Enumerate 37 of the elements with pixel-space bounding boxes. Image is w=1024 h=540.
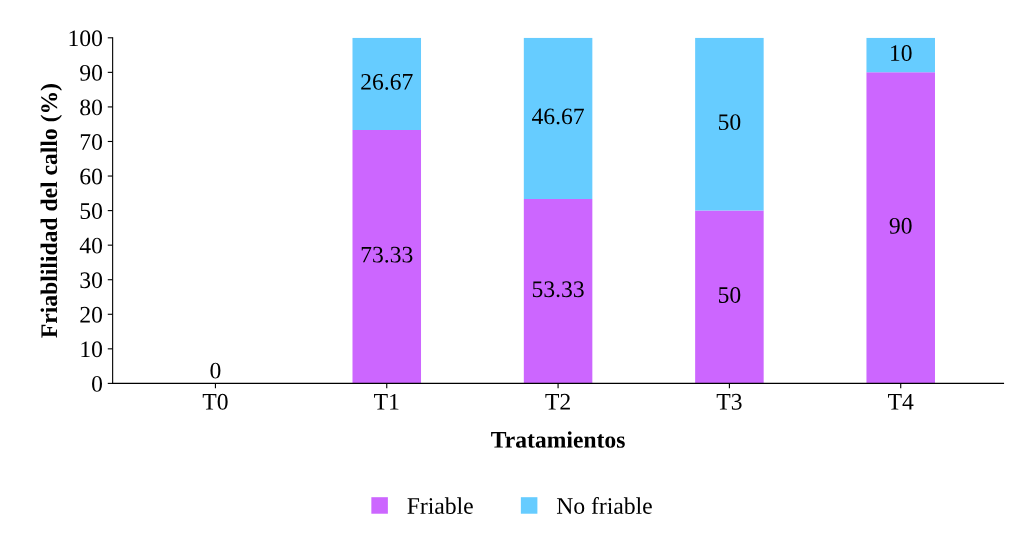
data-label: 50: [718, 114, 741, 131]
data-label: 26.67: [361, 73, 413, 90]
y-tick-label: 40: [79, 237, 103, 254]
bar: [352, 37, 422, 130]
data-label: 10: [891, 45, 912, 61]
y-tick-label: 60: [80, 168, 103, 185]
bar: [523, 37, 593, 200]
x-tick-label: T0: [202, 393, 228, 410]
data-label: 53.33: [532, 281, 584, 298]
y-tick-label: 20: [80, 306, 103, 323]
bar: [866, 37, 935, 73]
y-tick-label: 80: [80, 99, 103, 116]
x-tick-label: T2: [545, 393, 570, 410]
y-tick-label: 100: [69, 30, 103, 47]
data-label: 46.67: [531, 108, 584, 125]
y-tick-label: 10: [81, 341, 103, 358]
y-tick-label: 70: [80, 133, 103, 150]
y-tick-label: 90: [80, 64, 103, 81]
data-label: 90: [889, 217, 912, 234]
legend-label: No friable: [556, 497, 652, 514]
bar: [352, 129, 422, 384]
data-label: 0: [210, 362, 221, 379]
x-tick-label: T1: [374, 393, 399, 410]
bar: [695, 37, 764, 211]
bar: [866, 72, 935, 384]
x-tick-label: T3: [716, 393, 742, 410]
legend-label: Friable: [407, 497, 473, 514]
x-axis-title: Tratamientos: [491, 431, 625, 448]
y-tick-label: 50: [80, 203, 103, 220]
y-tick-label: 0: [92, 375, 103, 392]
y-axis-title: Friablilidad del callo (%): [40, 84, 62, 338]
bar: [523, 199, 593, 384]
data-label: 73.33: [361, 246, 413, 263]
bar: [695, 210, 764, 384]
x-tick-label: T4: [888, 393, 914, 410]
y-tick-label: 30: [80, 272, 103, 289]
data-label: 50: [718, 286, 741, 303]
